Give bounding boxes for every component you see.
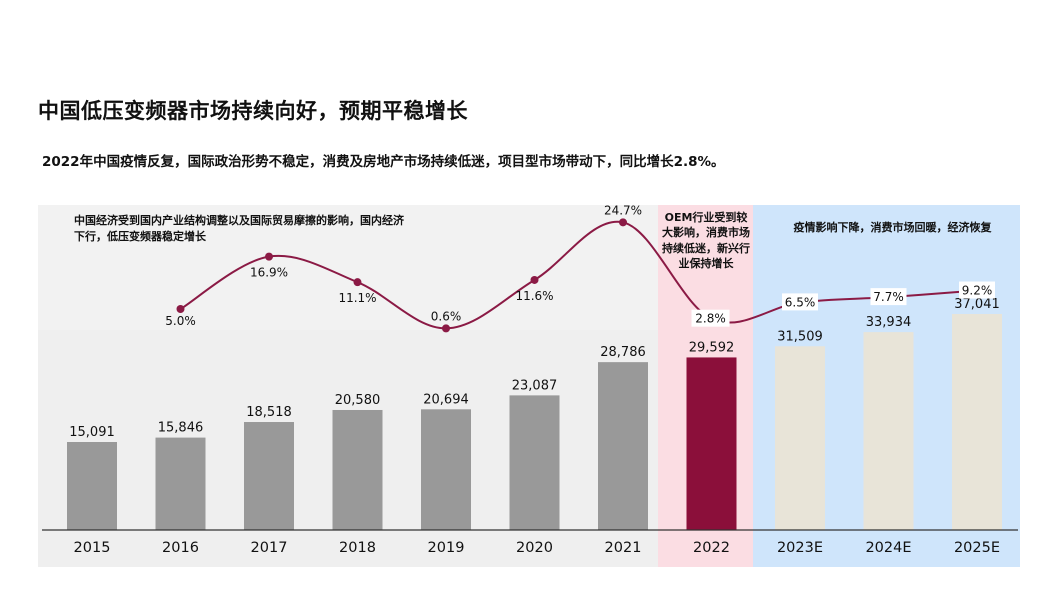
growth-label-2025E: 9.2% — [962, 284, 993, 298]
growth-line-path — [179, 220, 978, 330]
growth-point-2021 — [619, 218, 627, 227]
growth-label-2017: 16.9% — [250, 266, 288, 280]
bar-value-labels: 15,091 15,846 18,518 20,580 20,694 23,087 28,7… — [69, 297, 1000, 440]
growth-label-bg-2022 — [691, 309, 730, 327]
growth-label-2016: 5.0% — [165, 314, 196, 328]
x-tick-2016: 2016 — [162, 540, 199, 556]
growth-label-2020: 11.6% — [515, 289, 553, 303]
growth-label-2022: 2.8% — [695, 312, 726, 326]
growth-label-2023E: 6.5% — [785, 295, 816, 309]
growth-point-2018 — [353, 278, 362, 287]
growth-label-bg-2024E — [870, 288, 907, 306]
bar-label-2020: 23,087 — [512, 378, 558, 393]
bar-2025E — [952, 314, 1002, 530]
bar-series — [67, 314, 1002, 530]
growth-point-2020 — [530, 275, 539, 284]
bar-2023E — [775, 346, 825, 530]
x-tick-2022: 2022 — [693, 540, 730, 556]
page-title: 中国低压变频器市场持续向好，预期平稳增长 — [38, 99, 468, 123]
bar-label-2018: 20,580 — [335, 393, 381, 408]
x-axis-tick-labels: 2015 2016 2017 2018 2019 2020 2021 2022 2023E 202… — [74, 540, 1000, 556]
phase2-annotation: OEM行业受到较大影响，消费市场持续低迷，新兴行业保持增长 — [662, 211, 750, 271]
growth-label-2021: 24.7% — [604, 203, 642, 217]
bar-label-2019: 20,694 — [423, 392, 469, 407]
bar-2016 — [155, 437, 206, 530]
x-tick-2018: 2018 — [339, 540, 376, 556]
bar-label-2023E: 31,509 — [777, 329, 823, 344]
growth-label-2018: 11.1% — [338, 291, 376, 305]
page-subtitle: 2022年中国疫情反复，国际政治形势不稳定，消费及房地产市场持续低迷，项目型市场… — [42, 154, 725, 170]
x-tick-2021: 2021 — [605, 540, 642, 556]
growth-label-2019: 0.6% — [431, 309, 462, 323]
growth-point-2019 — [442, 324, 450, 333]
bar-2017 — [244, 422, 294, 530]
bar-label-2021: 28,786 — [600, 345, 646, 360]
bar-label-2022: 29,592 — [689, 340, 735, 355]
bar-label-2015: 15,091 — [69, 425, 115, 440]
growth-label-bg-2025E — [959, 281, 995, 299]
x-tick-2017: 2017 — [251, 540, 288, 556]
bar-2020 — [509, 395, 560, 530]
bar-2019 — [421, 409, 471, 530]
growth-label-bg-2023E — [782, 293, 818, 311]
phase1-annotation: 中国经济受到国内产业结构调整以及国际贸易摩擦的影响，国内经济下行，低压变频器稳定… — [74, 214, 404, 243]
x-tick-2025E: 2025E — [954, 540, 1000, 556]
phase3-annotation: 疫情影响下降，消费市场回暖，经济恢复 — [793, 221, 992, 234]
bar-2015 — [67, 441, 117, 530]
x-tick-2019: 2019 — [428, 540, 465, 556]
growth-point-2017 — [265, 252, 273, 261]
bar-label-2024E: 33,934 — [866, 315, 912, 330]
bar-label-2016: 15,846 — [158, 421, 204, 436]
growth-point-2016 — [176, 305, 185, 313]
bar-2024E — [863, 332, 914, 530]
growth-label-2024E: 7.7% — [873, 290, 904, 304]
bar-label-2017: 18,518 — [246, 405, 292, 420]
growth-line-series: 5.0% 16.9% 11.1% 0.6% 11.6% 24.7% 2.8% 6.5% 7.7%… — [165, 203, 995, 333]
bar-2022 — [686, 357, 737, 530]
x-tick-2020: 2020 — [516, 540, 553, 556]
x-tick-2024E: 2024E — [865, 540, 911, 556]
bar-2021 — [598, 362, 648, 530]
bar-2018 — [332, 409, 383, 530]
bar-label-2025E: 37,041 — [954, 297, 1000, 312]
x-tick-2023E: 2023E — [777, 540, 823, 556]
x-tick-2015: 2015 — [74, 540, 111, 556]
